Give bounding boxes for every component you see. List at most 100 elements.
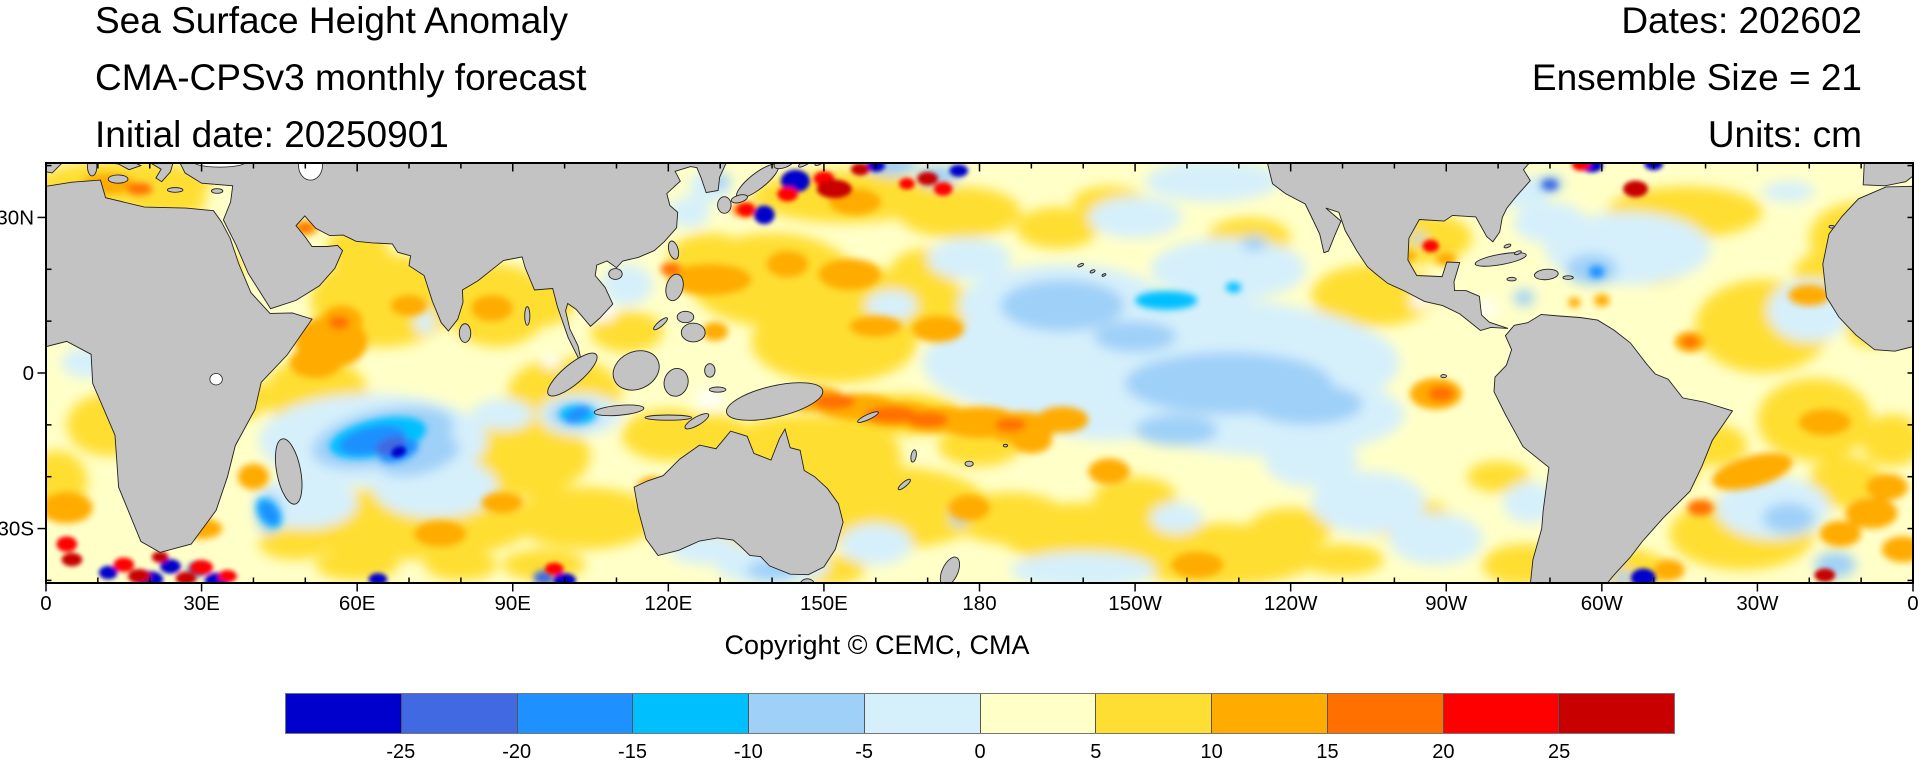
land-mass — [1266, 163, 1531, 331]
colorbar-segment — [748, 694, 864, 733]
land-mass — [857, 411, 879, 423]
colorbar-labels: -25 -20 -15 -10 -5 0 5 10 15 20 25 — [285, 741, 1675, 762]
forecast-dates-text: Dates: 202602 — [1621, 0, 1862, 41]
x-tick-label: 0 — [1907, 592, 1918, 615]
anomaly-blob — [1513, 201, 1587, 244]
anomaly-blob — [1249, 383, 1364, 425]
land-mass — [1513, 250, 1522, 256]
anomaly-blob — [1093, 321, 1177, 353]
land-mass — [547, 352, 598, 397]
anomaly-blob — [1881, 536, 1913, 563]
land-mass — [1534, 268, 1559, 281]
anomaly-blob — [1225, 282, 1242, 293]
x-tick-label: 150E — [800, 592, 848, 615]
anomaly-blob — [1612, 570, 1633, 583]
colorbar-segment — [632, 694, 748, 733]
colorbar-tick-label: -10 — [733, 741, 763, 762]
anomaly-blob — [190, 560, 213, 575]
lake — [209, 373, 223, 386]
land-mass — [910, 449, 917, 463]
lake — [193, 163, 246, 168]
anomaly-blob — [1036, 406, 1089, 433]
anomaly-field-eddies — [56, 163, 1836, 583]
anomaly-blob — [414, 308, 435, 335]
anomaly-blob — [151, 551, 169, 563]
anomaly-blob — [368, 573, 388, 583]
anomaly-blob — [1788, 284, 1831, 306]
anomaly-blob — [1630, 568, 1656, 583]
anomaly-blob — [906, 411, 949, 428]
colorbar-segment — [1442, 694, 1559, 733]
y-tick-label: 0 — [23, 362, 34, 385]
x-tick-label: 30W — [1736, 592, 1779, 615]
anomaly-blob — [1301, 544, 1385, 576]
anomaly-blob — [995, 418, 1027, 432]
anomaly-blob — [850, 163, 870, 176]
chart-title: Sea Surface Height Anomaly — [95, 0, 569, 41]
anomaly-blob — [1466, 461, 1530, 493]
anomaly-blob — [696, 389, 723, 409]
anomaly-blob — [391, 446, 407, 458]
units-text: Units: cm — [1707, 114, 1862, 155]
anomaly-blob — [1568, 297, 1581, 308]
anomaly-blob — [1687, 500, 1714, 516]
anomaly-blob — [865, 406, 918, 423]
x-tick-label: 0 — [40, 592, 51, 615]
anomaly-blob — [1150, 238, 1307, 301]
anomaly-blob — [289, 347, 342, 379]
anomaly-blob — [175, 571, 197, 583]
land-mass — [1089, 269, 1096, 274]
anomaly-blob — [839, 523, 913, 565]
anomaly-blob — [1571, 163, 1591, 171]
anomaly-blob — [969, 331, 1094, 394]
anomaly-blob — [315, 549, 399, 581]
y-tick-label: 30S — [0, 518, 34, 541]
anomaly-blob — [702, 322, 728, 341]
anomaly-blob — [481, 492, 524, 513]
land-mass — [1828, 225, 1835, 229]
colorbar-tick-label: 0 — [974, 741, 986, 762]
anomaly-blob — [668, 264, 752, 296]
colorbar-segment — [863, 694, 980, 733]
anomaly-blob — [512, 487, 658, 550]
land-mass — [726, 382, 824, 421]
anomaly-blob — [1513, 289, 1535, 307]
anomaly-blob — [1135, 414, 1219, 446]
anomaly-blob — [126, 182, 153, 196]
anomaly-blob — [780, 169, 810, 193]
anomaly-blob — [1845, 497, 1898, 529]
anomaly-blob — [471, 295, 513, 322]
anomaly-blob — [1135, 291, 1198, 310]
anomaly-blob — [1389, 513, 1483, 565]
anomaly-blob — [816, 179, 852, 199]
land-mass — [107, 174, 129, 184]
land-mass — [1822, 185, 1913, 352]
anomaly-blob — [917, 171, 939, 186]
x-tick-label: 120W — [1264, 592, 1318, 615]
anomaly-blob — [1088, 458, 1130, 485]
x-tick-label: 180 — [962, 592, 996, 615]
anomaly-blob — [927, 238, 1011, 280]
land-mass — [964, 460, 974, 467]
colorbar-segment — [516, 694, 633, 733]
anomaly-blob — [160, 559, 181, 574]
land-mass — [798, 163, 814, 168]
x-tick-label: 30E — [183, 592, 219, 615]
colorbar-segment — [400, 694, 517, 733]
colorbar-tick-label: 20 — [1432, 741, 1455, 762]
anomaly-blob — [933, 182, 953, 196]
land-mass — [644, 414, 693, 421]
anomaly-blob — [899, 178, 915, 190]
anomaly-blob — [1264, 435, 1359, 488]
anomaly-blob — [660, 262, 682, 277]
anomaly-blob — [949, 164, 969, 177]
land-mass — [897, 478, 911, 491]
land-mass — [608, 268, 623, 280]
land-mass — [704, 363, 716, 378]
land-mass — [730, 194, 748, 204]
anomaly-blob — [1653, 559, 1685, 581]
anomaly-blob — [766, 251, 809, 278]
land-mass — [663, 368, 689, 397]
anomaly-blob — [849, 315, 902, 337]
